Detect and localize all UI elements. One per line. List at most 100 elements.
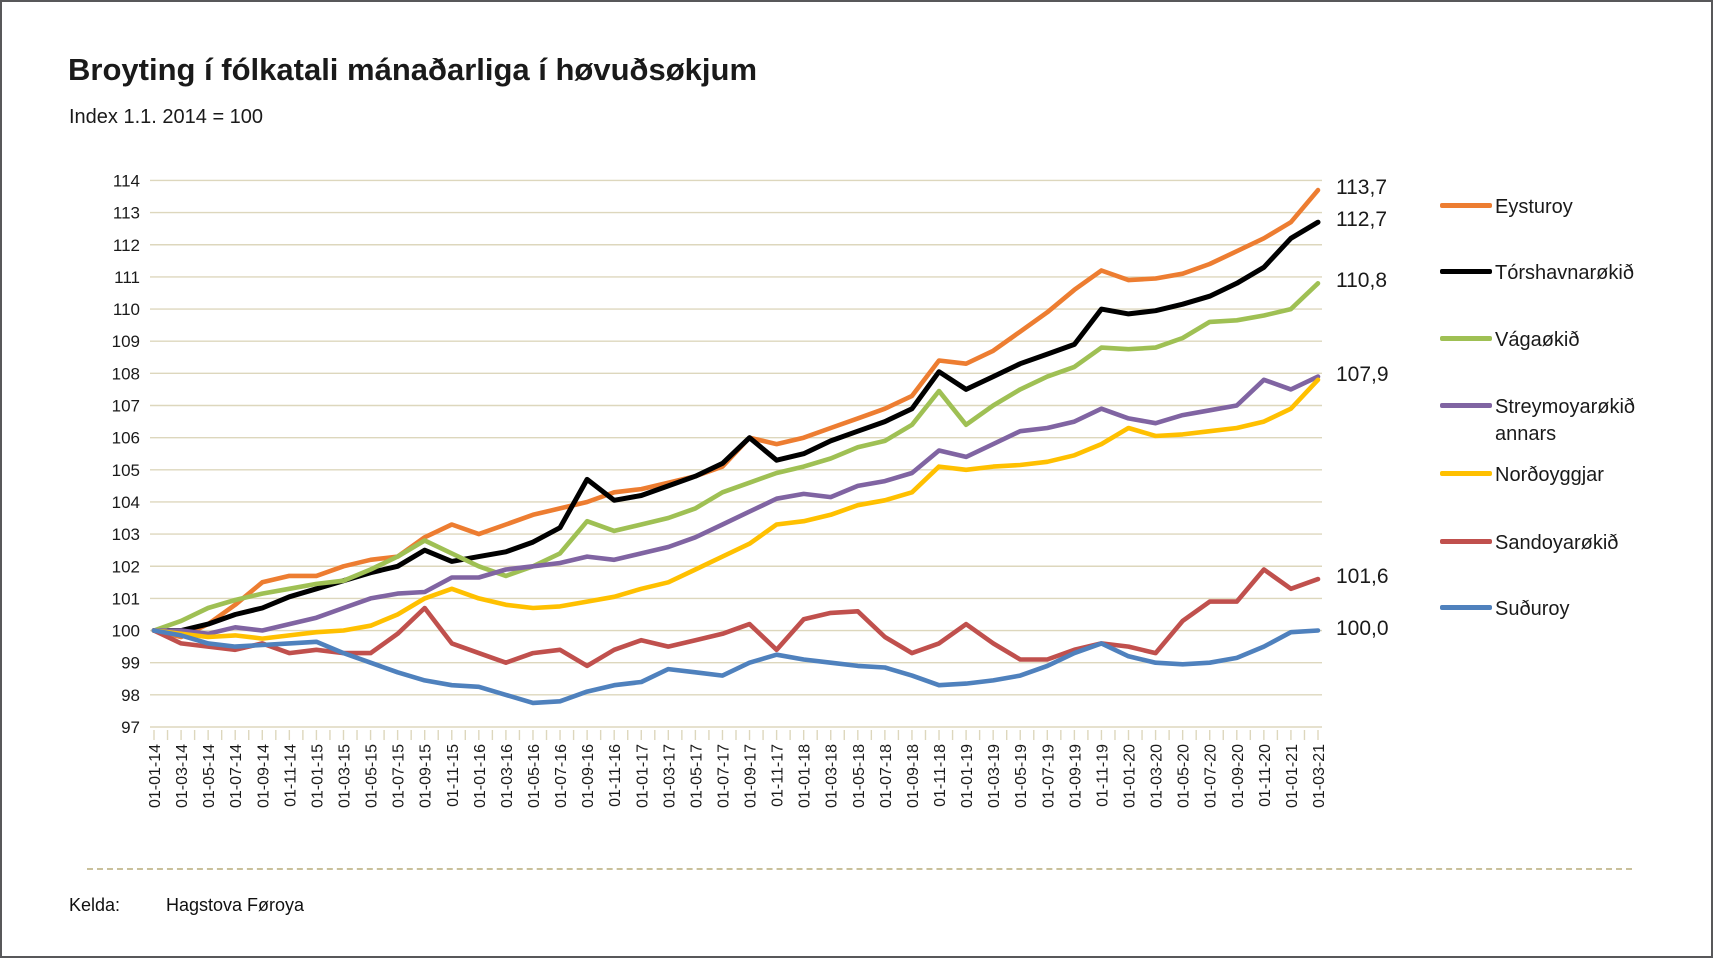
- y-axis-tick-label: 104: [112, 493, 140, 512]
- legend-label: Eysturoy: [1495, 196, 1573, 218]
- y-axis-tick-label: 109: [112, 332, 140, 351]
- end-value-label: 110,8: [1336, 269, 1387, 293]
- x-axis-tick-label: 01-01-18: [797, 744, 814, 808]
- series-line-v-ga-ki-: [151, 280, 1321, 633]
- x-axis-tick-label: 01-03-18: [824, 744, 841, 808]
- legend-swatch: [1440, 539, 1492, 544]
- y-axis-tick-label: 98: [121, 686, 140, 705]
- x-axis-tick-label: 01-01-16: [472, 744, 489, 808]
- y-axis-tick-label: 111: [114, 268, 140, 287]
- x-axis-tick-label: 01-03-15: [336, 744, 353, 808]
- legend-label: Vágaøkið: [1495, 329, 1580, 351]
- x-axis-tick-label: 01-01-15: [309, 744, 326, 808]
- source-name: Hagstova Føroya: [166, 895, 305, 915]
- end-value-label: 107,9: [1336, 362, 1389, 386]
- x-axis-tick-label: 01-01-21: [1284, 744, 1301, 808]
- legend-label: Suðuroy: [1495, 598, 1570, 620]
- x-axis-tick-label: 01-07-20: [1203, 744, 1220, 808]
- x-axis-tick-label: 01-11-20: [1257, 744, 1274, 807]
- end-value-label: 101,6: [1336, 565, 1389, 589]
- x-axis-tick-label: 01-09-17: [743, 744, 760, 808]
- legend-label: Tórshavnarøkið: [1495, 262, 1634, 284]
- x-axis-tick-label: 01-11-15: [445, 744, 462, 807]
- legend-item-sandoyar-ki-: Sandoyarøkið: [1440, 530, 1618, 557]
- x-axis-tick-label: 01-07-14: [228, 744, 245, 808]
- legend-swatch: [1440, 605, 1492, 610]
- y-axis-tick-label: 100: [112, 622, 140, 641]
- legend-item-eysturoy: Eysturoy: [1440, 194, 1573, 221]
- y-axis-tick-label: 108: [112, 364, 140, 383]
- x-axis-tick-label: 01-05-17: [688, 744, 705, 808]
- x-axis-tick-label: 01-11-16: [607, 744, 624, 807]
- x-axis-tick-label: 01-03-14: [174, 744, 191, 808]
- legend-label: Norðoyggjar: [1495, 464, 1604, 486]
- legend-label: Sandoyarøkið: [1495, 532, 1619, 554]
- end-value-label: 100,0: [1336, 616, 1389, 640]
- legend-item-v-ga-ki-: Vágaøkið: [1440, 327, 1580, 354]
- footer-divider: [87, 868, 1632, 870]
- x-axis-tick-label: 01-05-19: [1013, 744, 1030, 808]
- x-axis-tick-label: 01-07-15: [391, 744, 408, 808]
- x-axis-tick-label: 01-07-17: [715, 744, 732, 808]
- x-axis-tick-label: 01-09-16: [580, 744, 597, 808]
- x-axis-tick-label: 01-01-17: [634, 744, 651, 808]
- x-axis-tick-label: 01-09-15: [418, 744, 435, 808]
- legend-item-streymoyar-ki-annars: Streymoyarøkið annars: [1440, 394, 1700, 448]
- x-axis-tick-label: 01-05-18: [851, 744, 868, 808]
- y-axis-tick-label: 112: [113, 236, 140, 255]
- legend-swatch: [1440, 203, 1492, 208]
- y-axis-tick-label: 99: [121, 654, 140, 673]
- y-axis-tick-label: 103: [112, 525, 140, 544]
- legend-swatch: [1440, 269, 1492, 274]
- series-line-streymoyar-ki-annars: [151, 374, 1321, 637]
- x-axis-tick-label: 01-03-16: [499, 744, 516, 808]
- x-axis-tick-label: 01-01-14: [147, 744, 164, 808]
- y-axis-tick-label: 106: [112, 429, 140, 448]
- x-axis-tick-label: 01-01-19: [959, 744, 976, 808]
- y-axis-tick-label: 102: [112, 557, 140, 576]
- y-axis-tick-label: 97: [121, 718, 140, 737]
- x-axis-tick-label: 01-09-19: [1067, 744, 1084, 808]
- x-axis-tick-label: 01-07-16: [553, 744, 570, 808]
- x-axis-tick-label: 01-07-18: [878, 744, 895, 808]
- series-line-su-uroy: [151, 628, 1321, 706]
- y-axis-tick-label: 107: [112, 397, 140, 416]
- series-line-nor-oyggjar: [151, 377, 1321, 641]
- x-axis-tick-label: 01-03-19: [986, 744, 1003, 808]
- x-axis-tick-label: 01-03-17: [661, 744, 678, 808]
- end-value-label: 112,7: [1336, 208, 1387, 232]
- y-axis-tick-label: 114: [113, 171, 140, 190]
- y-axis-tick-label: 105: [112, 461, 140, 480]
- x-axis-tick-label: 01-11-14: [282, 744, 299, 807]
- y-axis-tick-label: 101: [112, 589, 140, 608]
- legend-item-su-uroy: Suðuroy: [1440, 596, 1570, 623]
- y-axis-tick-label: 110: [113, 300, 140, 319]
- legend-item-t-rshavnar-ki-: Tórshavnarøkið: [1440, 260, 1634, 287]
- x-axis-tick-label: 01-03-20: [1149, 744, 1166, 808]
- x-axis-tick-label: 01-11-17: [770, 744, 787, 807]
- legend-swatch: [1440, 471, 1492, 476]
- x-axis-tick-label: 01-05-15: [364, 744, 381, 808]
- x-axis-tick-label: 01-03-21: [1311, 744, 1328, 808]
- x-axis-tick-label: 01-05-14: [201, 744, 218, 808]
- chart-subtitle: Index 1.1. 2014 = 100: [69, 106, 264, 128]
- x-axis-tick-label: 01-09-18: [905, 744, 922, 808]
- legend-item-nor-oyggjar: Norðoyggjar: [1440, 462, 1604, 489]
- x-axis-tick-label: 01-05-20: [1176, 744, 1193, 808]
- end-value-label: 113,7: [1336, 176, 1387, 200]
- x-axis-tick-label: 01-01-20: [1122, 744, 1139, 808]
- legend-swatch: [1440, 403, 1492, 408]
- x-axis-tick-label: 01-07-19: [1040, 744, 1057, 808]
- legend-swatch: [1440, 336, 1492, 341]
- x-axis-tick-label: 01-11-18: [932, 744, 949, 807]
- x-axis-tick-label: 01-09-14: [255, 744, 272, 808]
- legend-label: Streymoyarøkið annars: [1495, 396, 1636, 445]
- y-axis-tick-label: 113: [113, 204, 140, 223]
- chart-title: Broyting í fólkatali mánaðarliga í høvuð…: [68, 52, 758, 87]
- x-axis-tick-label: 01-09-20: [1230, 744, 1247, 808]
- x-axis-tick-label: 01-05-16: [526, 744, 543, 808]
- x-axis-tick-label: 01-11-19: [1094, 744, 1111, 807]
- series-line-eysturoy: [151, 187, 1321, 640]
